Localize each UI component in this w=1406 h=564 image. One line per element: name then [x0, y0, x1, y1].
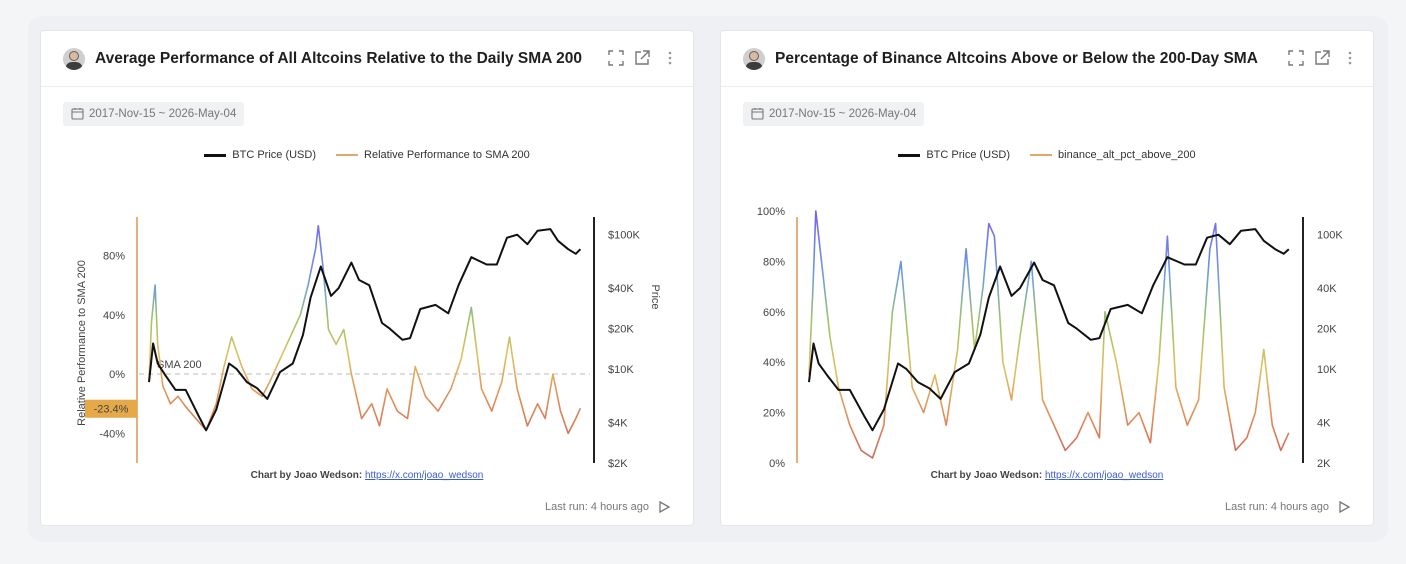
- y2-tick-label: $100K: [608, 230, 640, 242]
- legend-item-relative-performance[interactable]: Relative Performance to SMA 200: [336, 149, 530, 161]
- legend-label-btc: BTC Price (USD): [232, 149, 317, 161]
- chart-card-binance-alt-pct-above-sma: Percentage of Binance Altcoins Above or …: [720, 30, 1374, 526]
- y-tick-label: 100%: [757, 206, 785, 218]
- last-run-text: Last run: 4 hours ago: [545, 501, 649, 513]
- date-range-text: 2017-Nov-15 ~ 2026-May-04: [89, 108, 237, 120]
- legend-item-binance-alt-pct[interactable]: binance_alt_pct_above_200: [1030, 149, 1196, 161]
- legend-item-btc[interactable]: BTC Price (USD): [204, 149, 316, 161]
- y-tick-label: 20%: [763, 408, 785, 420]
- y2-tick-label: 4K: [1317, 418, 1331, 430]
- legend-swatch-btc: [898, 153, 921, 157]
- y-tick-label: 80%: [763, 256, 785, 268]
- credit-label: Chart by Joao Wedson:: [250, 470, 363, 481]
- legend-label-btc: BTC Price (USD): [926, 149, 1011, 161]
- last-run-text: Last run: 4 hours ago: [1225, 501, 1329, 513]
- y2-axis-title: Price: [649, 284, 661, 309]
- current-value-badge: [85, 399, 137, 418]
- card-header: Percentage of Binance Altcoins Above or …: [721, 31, 1373, 87]
- chart-plot-area[interactable]: 80%40%0%-40%$100K$40K$20K$10K$4K$2K20182…: [41, 171, 695, 471]
- card-title: Percentage of Binance Altcoins Above or …: [775, 50, 1258, 67]
- y2-tick-label: $20K: [608, 324, 634, 336]
- legend-swatch-btc: [204, 153, 227, 157]
- y-tick-label: -40%: [99, 428, 125, 440]
- more-options-icon[interactable]: [1341, 49, 1359, 67]
- run-query-icon[interactable]: [1337, 500, 1351, 514]
- legend-swatch-relative-performance: [336, 154, 359, 156]
- y2-tick-label: $4K: [608, 418, 628, 430]
- calendar-icon: [751, 108, 764, 120]
- current-value-label: -23.4%: [94, 404, 129, 416]
- run-query-icon[interactable]: [657, 500, 671, 514]
- chart-plot-area[interactable]: 100%80%60%40%20%0%100K40K20K10K4K2K20182…: [721, 171, 1375, 471]
- fullscreen-icon[interactable]: [607, 49, 625, 67]
- legend-label-relative-performance: Relative Performance to SMA 200: [364, 149, 530, 161]
- open-external-icon[interactable]: [1313, 49, 1331, 67]
- chart-credit: Chart by Joao Wedson: https://x.com/joao…: [41, 470, 693, 481]
- y2-tick-label: 2K: [1317, 458, 1331, 470]
- series-line-btc-price: [808, 228, 1290, 432]
- credit-link[interactable]: https://x.com/joao_wedson: [364, 470, 484, 481]
- last-run-status: Last run: 4 hours ago: [545, 500, 671, 514]
- more-options-icon[interactable]: [661, 49, 679, 67]
- credit-label: Chart by Joao Wedson:: [930, 470, 1043, 481]
- date-range-filter[interactable]: 2017-Nov-15 ~ 2026-May-04: [63, 102, 245, 126]
- legend-item-btc[interactable]: BTC Price (USD): [898, 149, 1010, 161]
- y2-tick-label: 40K: [1317, 283, 1337, 295]
- y-axis-title: Relative Performance to SMA 200: [76, 260, 88, 426]
- y2-tick-label: $2K: [608, 458, 628, 470]
- date-range-filter[interactable]: 2017-Nov-15 ~ 2026-May-04: [743, 102, 925, 126]
- y2-tick-label: 10K: [1317, 364, 1337, 376]
- legend-swatch-binance-alt-pct: [1030, 154, 1053, 156]
- card-title: Average Performance of All Altcoins Rela…: [95, 50, 582, 67]
- calendar-icon: [71, 108, 84, 120]
- credit-link[interactable]: https://x.com/joao_wedson: [1044, 470, 1164, 481]
- y-tick-label: 40%: [103, 310, 125, 322]
- chart-legend: BTC Price (USD) binance_alt_pct_above_20…: [721, 149, 1373, 161]
- author-avatar[interactable]: [63, 48, 85, 70]
- y2-tick-label: 20K: [1317, 324, 1337, 336]
- card-header: Average Performance of All Altcoins Rela…: [41, 31, 693, 87]
- sma-200-annotation: SMA 200: [157, 359, 202, 371]
- chart-credit: Chart by Joao Wedson: https://x.com/joao…: [721, 470, 1373, 481]
- y2-tick-label: $40K: [608, 283, 634, 295]
- y-tick-label: 40%: [763, 357, 785, 369]
- last-run-status: Last run: 4 hours ago: [1225, 500, 1351, 514]
- author-avatar[interactable]: [743, 48, 765, 70]
- y-tick-label: 80%: [103, 250, 125, 262]
- y-tick-label: 60%: [763, 307, 785, 319]
- series-line-btc-price: [148, 228, 582, 432]
- y-tick-label: 0%: [769, 458, 785, 470]
- date-range-text: 2017-Nov-15 ~ 2026-May-04: [769, 108, 917, 120]
- fullscreen-icon[interactable]: [1287, 49, 1305, 67]
- chart-legend: BTC Price (USD) Relative Performance to …: [41, 149, 693, 161]
- series-line-altcoin: [808, 210, 1290, 459]
- chart-card-altcoin-sma-performance: Average Performance of All Altcoins Rela…: [40, 30, 694, 526]
- y2-tick-label: 100K: [1317, 230, 1343, 242]
- y2-tick-label: $10K: [608, 364, 634, 376]
- y-tick-label: 0%: [109, 369, 125, 381]
- open-external-icon[interactable]: [633, 49, 651, 67]
- legend-label-binance-alt-pct: binance_alt_pct_above_200: [1058, 149, 1196, 161]
- series-line-altcoin: [148, 224, 582, 435]
